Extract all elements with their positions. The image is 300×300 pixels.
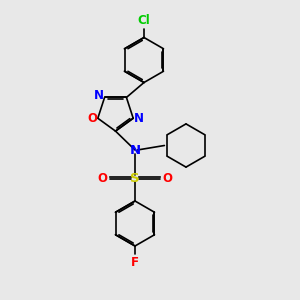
Text: O: O [162,172,172,185]
Text: N: N [134,112,144,125]
Text: N: N [129,143,141,157]
Text: S: S [130,172,140,185]
Text: F: F [131,256,139,269]
Text: O: O [98,172,108,185]
Text: N: N [94,89,104,103]
Text: Cl: Cl [138,14,150,27]
Text: O: O [87,112,98,125]
